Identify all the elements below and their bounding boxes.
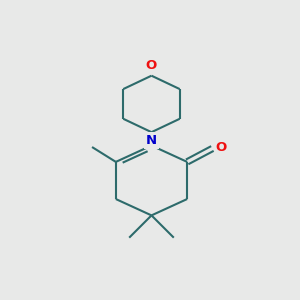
Text: O: O	[215, 140, 226, 154]
Text: O: O	[146, 59, 157, 72]
Text: N: N	[146, 134, 157, 147]
